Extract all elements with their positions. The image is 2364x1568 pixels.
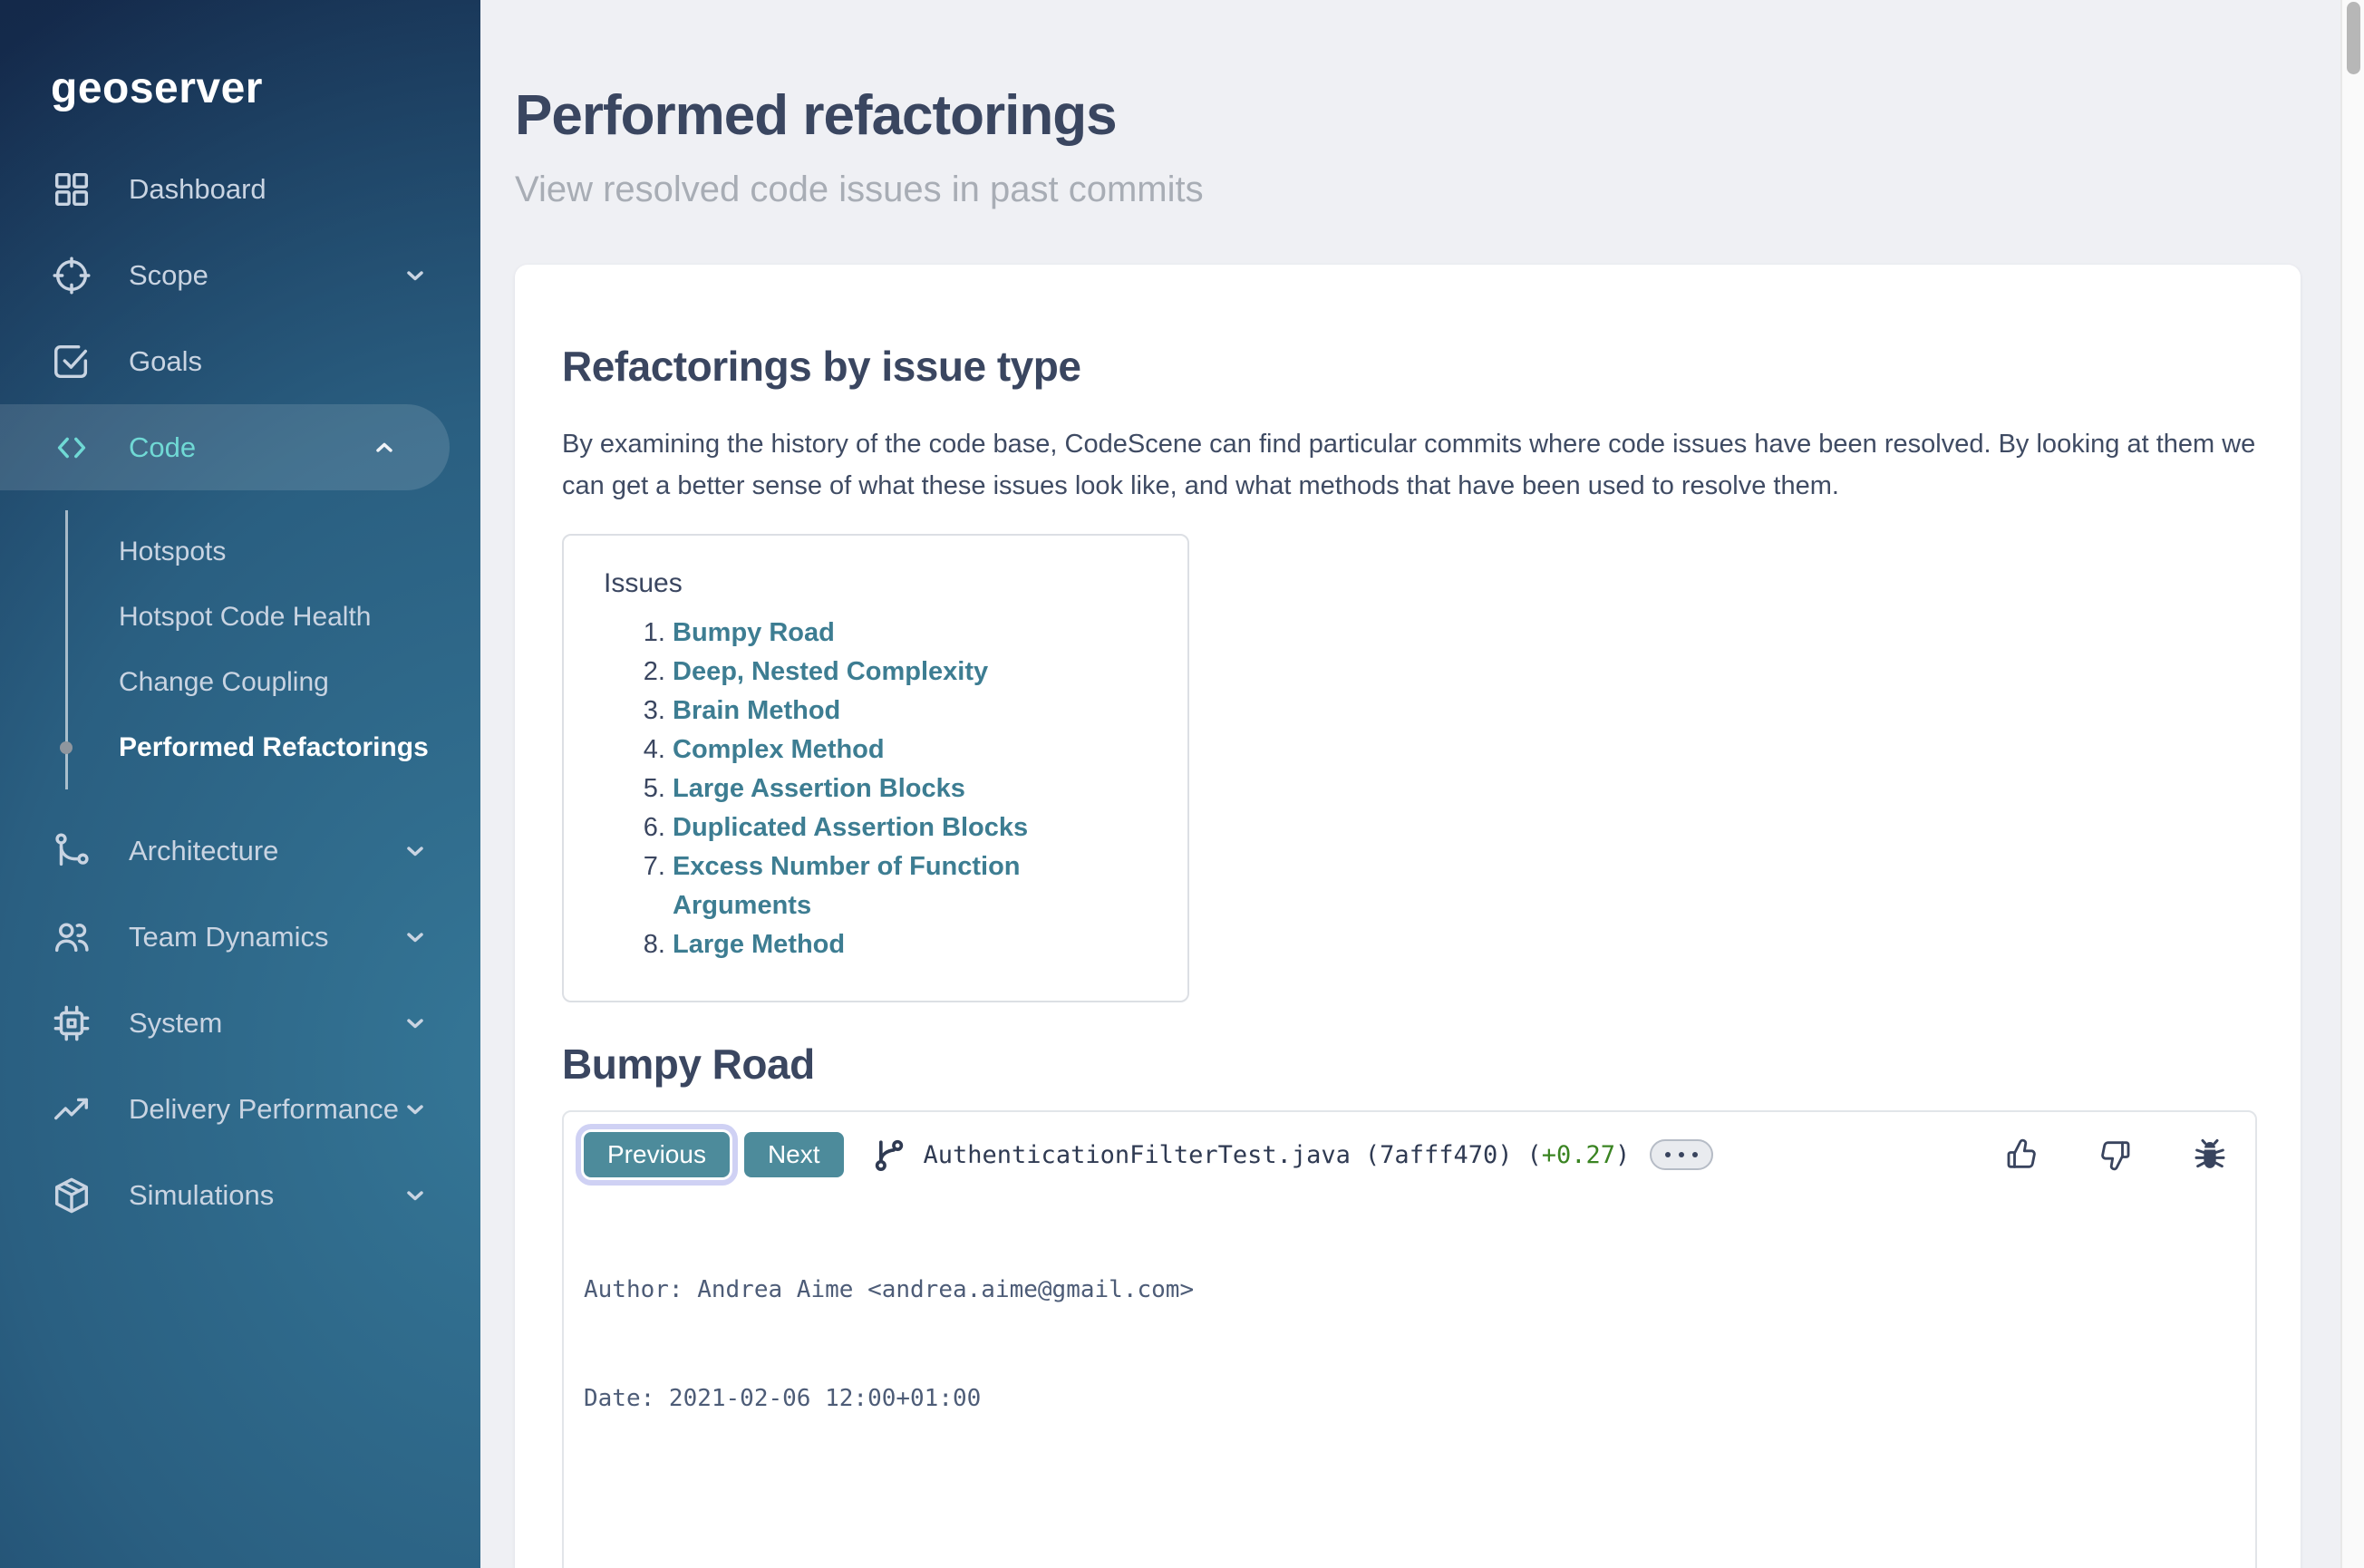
- subnav-item-label: Hotspots: [119, 537, 227, 566]
- issues-list: Bumpy Road Deep, Nested Complexity Brain…: [604, 614, 1151, 964]
- list-item: Large Method: [673, 925, 1151, 964]
- issue-link-duplicated-assertion-blocks[interactable]: Duplicated Assertion Blocks: [673, 813, 1029, 842]
- vertical-scrollbar[interactable]: [2340, 0, 2364, 1568]
- commit-date: Date: 2021-02-06 12:00+01:00: [584, 1385, 982, 1412]
- health-delta: +0.27: [1541, 1140, 1616, 1169]
- issue-link-brain-method[interactable]: Brain Method: [673, 696, 841, 725]
- architecture-merge-icon: [51, 830, 92, 872]
- ellipsis-icon: [1665, 1152, 1671, 1157]
- commit-spacer: [584, 1489, 2255, 1525]
- page-subtitle: View resolved code issues in past commit…: [515, 169, 1204, 209]
- commit-meta: Author: Andrea Aime <andrea.aime@gmail.c…: [564, 1177, 2255, 1568]
- sidebar-item-hotspot-code-health[interactable]: Hotspot Code Health: [68, 585, 480, 650]
- thumbs-up-icon[interactable]: [2003, 1137, 2039, 1173]
- page-title: Performed refactorings: [515, 84, 1118, 147]
- sidebar-item-label: Team Dynamics: [129, 920, 329, 953]
- chevron-down-icon: [402, 1097, 428, 1122]
- issue-link-excess-function-arguments[interactable]: Excess Number of Function Arguments: [673, 852, 1021, 920]
- system-chip-icon: [51, 1002, 92, 1044]
- sidebar: geoserver Dashboard Scope: [0, 0, 480, 1568]
- sidebar-item-label: Simulations: [129, 1178, 275, 1211]
- sidebar-item-system[interactable]: System: [0, 980, 480, 1066]
- list-item: Large Assertion Blocks: [673, 769, 1151, 808]
- list-item: Duplicated Assertion Blocks: [673, 808, 1151, 847]
- simulations-cube-icon: [51, 1175, 92, 1216]
- dashboard-grid-icon: [51, 169, 92, 210]
- list-item: Complex Method: [673, 731, 1151, 769]
- list-item: Excess Number of Function Arguments: [673, 847, 1151, 925]
- next-button[interactable]: Next: [743, 1132, 844, 1177]
- app-logo: geoserver: [51, 64, 263, 112]
- refactorings-card: Refactorings by issue type By examining …: [515, 265, 2301, 1568]
- team-people-icon: [51, 916, 92, 958]
- list-item: Bumpy Road: [673, 614, 1151, 653]
- git-branch-icon: [869, 1135, 909, 1175]
- section-description: By examining the history of the code bas…: [562, 430, 2256, 500]
- chevron-down-icon: [402, 924, 428, 950]
- chevron-down-icon: [402, 263, 428, 288]
- sidebar-item-performed-refactorings[interactable]: Performed Refactorings: [68, 715, 480, 780]
- sidebar-item-team-dynamics[interactable]: Team Dynamics: [0, 894, 480, 980]
- thumbs-down-icon[interactable]: [2098, 1137, 2134, 1173]
- bug-icon[interactable]: [2192, 1137, 2228, 1173]
- bumpy-road-heading: Bumpy Road: [562, 1040, 815, 1088]
- sidebar-item-hotspots[interactable]: Hotspots: [68, 519, 480, 585]
- sidebar-item-label: System: [129, 1006, 223, 1039]
- commit-author: Author: Andrea Aime <andrea.aime@gmail.c…: [584, 1276, 1195, 1303]
- issue-link-deep-nested-complexity[interactable]: Deep, Nested Complexity: [673, 657, 989, 686]
- code-brackets-icon: [51, 427, 92, 469]
- main-content: Performed refactorings View resolved cod…: [480, 0, 2364, 1568]
- sidebar-item-label: Delivery Performance: [129, 1092, 400, 1125]
- more-options-button[interactable]: [1650, 1139, 1714, 1170]
- sidebar-item-code[interactable]: Code: [0, 404, 450, 490]
- chevron-up-icon: [372, 435, 397, 460]
- sidebar-item-label: Goals: [129, 344, 202, 377]
- sidebar-item-change-coupling[interactable]: Change Coupling: [68, 650, 480, 715]
- scope-target-icon: [51, 255, 92, 296]
- section-heading: Refactorings by issue type: [562, 343, 1081, 390]
- sidebar-item-label: Architecture: [129, 834, 279, 866]
- issue-link-bumpy-road[interactable]: Bumpy Road: [673, 618, 835, 647]
- sidebar-item-dashboard[interactable]: Dashboard: [0, 146, 480, 232]
- previous-button[interactable]: Previous: [584, 1132, 730, 1177]
- subnav-item-label: Hotspot Code Health: [119, 602, 372, 632]
- subnav-item-label: Change Coupling: [119, 667, 329, 697]
- sidebar-item-scope[interactable]: Scope: [0, 232, 480, 318]
- scrollbar-thumb[interactable]: [2347, 2, 2360, 74]
- goals-check-icon: [51, 341, 92, 382]
- chevron-down-icon: [402, 1011, 428, 1036]
- commit-file-info: AuthenticationFilterTest.java (7afff470)(…: [923, 1140, 1631, 1169]
- issues-label: Issues: [604, 568, 683, 598]
- sidebar-item-simulations[interactable]: Simulations: [0, 1152, 480, 1238]
- issues-box: Issues Bumpy Road Deep, Nested Complexit…: [562, 534, 1189, 1002]
- sidebar-item-delivery-performance[interactable]: Delivery Performance: [0, 1066, 480, 1152]
- chevron-down-icon: [402, 838, 428, 864]
- sidebar-item-label: Scope: [129, 258, 208, 291]
- commit-file: AuthenticationFilterTest.java: [923, 1140, 1351, 1169]
- list-item: Deep, Nested Complexity: [673, 653, 1151, 692]
- commit-hash: (7afff470): [1364, 1140, 1513, 1169]
- sidebar-nav: Dashboard Scope Goals: [0, 146, 480, 1238]
- sidebar-item-label: Dashboard: [129, 172, 266, 205]
- sidebar-item-goals[interactable]: Goals: [0, 318, 480, 404]
- feedback-icons: [2003, 1137, 2228, 1173]
- issue-link-large-assertion-blocks[interactable]: Large Assertion Blocks: [673, 774, 965, 803]
- sidebar-item-architecture[interactable]: Architecture: [0, 808, 480, 894]
- issue-link-complex-method[interactable]: Complex Method: [673, 735, 885, 764]
- delivery-trend-icon: [51, 1089, 92, 1130]
- issue-link-large-method[interactable]: Large Method: [673, 930, 846, 959]
- list-item: Brain Method: [673, 692, 1151, 731]
- subnav-item-label: Performed Refactorings: [119, 732, 429, 762]
- commit-toolbar: Previous Next AuthenticationFilterTest.j…: [564, 1112, 2255, 1177]
- sidebar-item-label: Code: [129, 431, 197, 463]
- chevron-down-icon: [402, 1183, 428, 1208]
- commit-navigator: Previous Next AuthenticationFilterTest.j…: [562, 1110, 2257, 1568]
- code-subnav: Hotspots Hotspot Code Health Change Coup…: [65, 510, 480, 789]
